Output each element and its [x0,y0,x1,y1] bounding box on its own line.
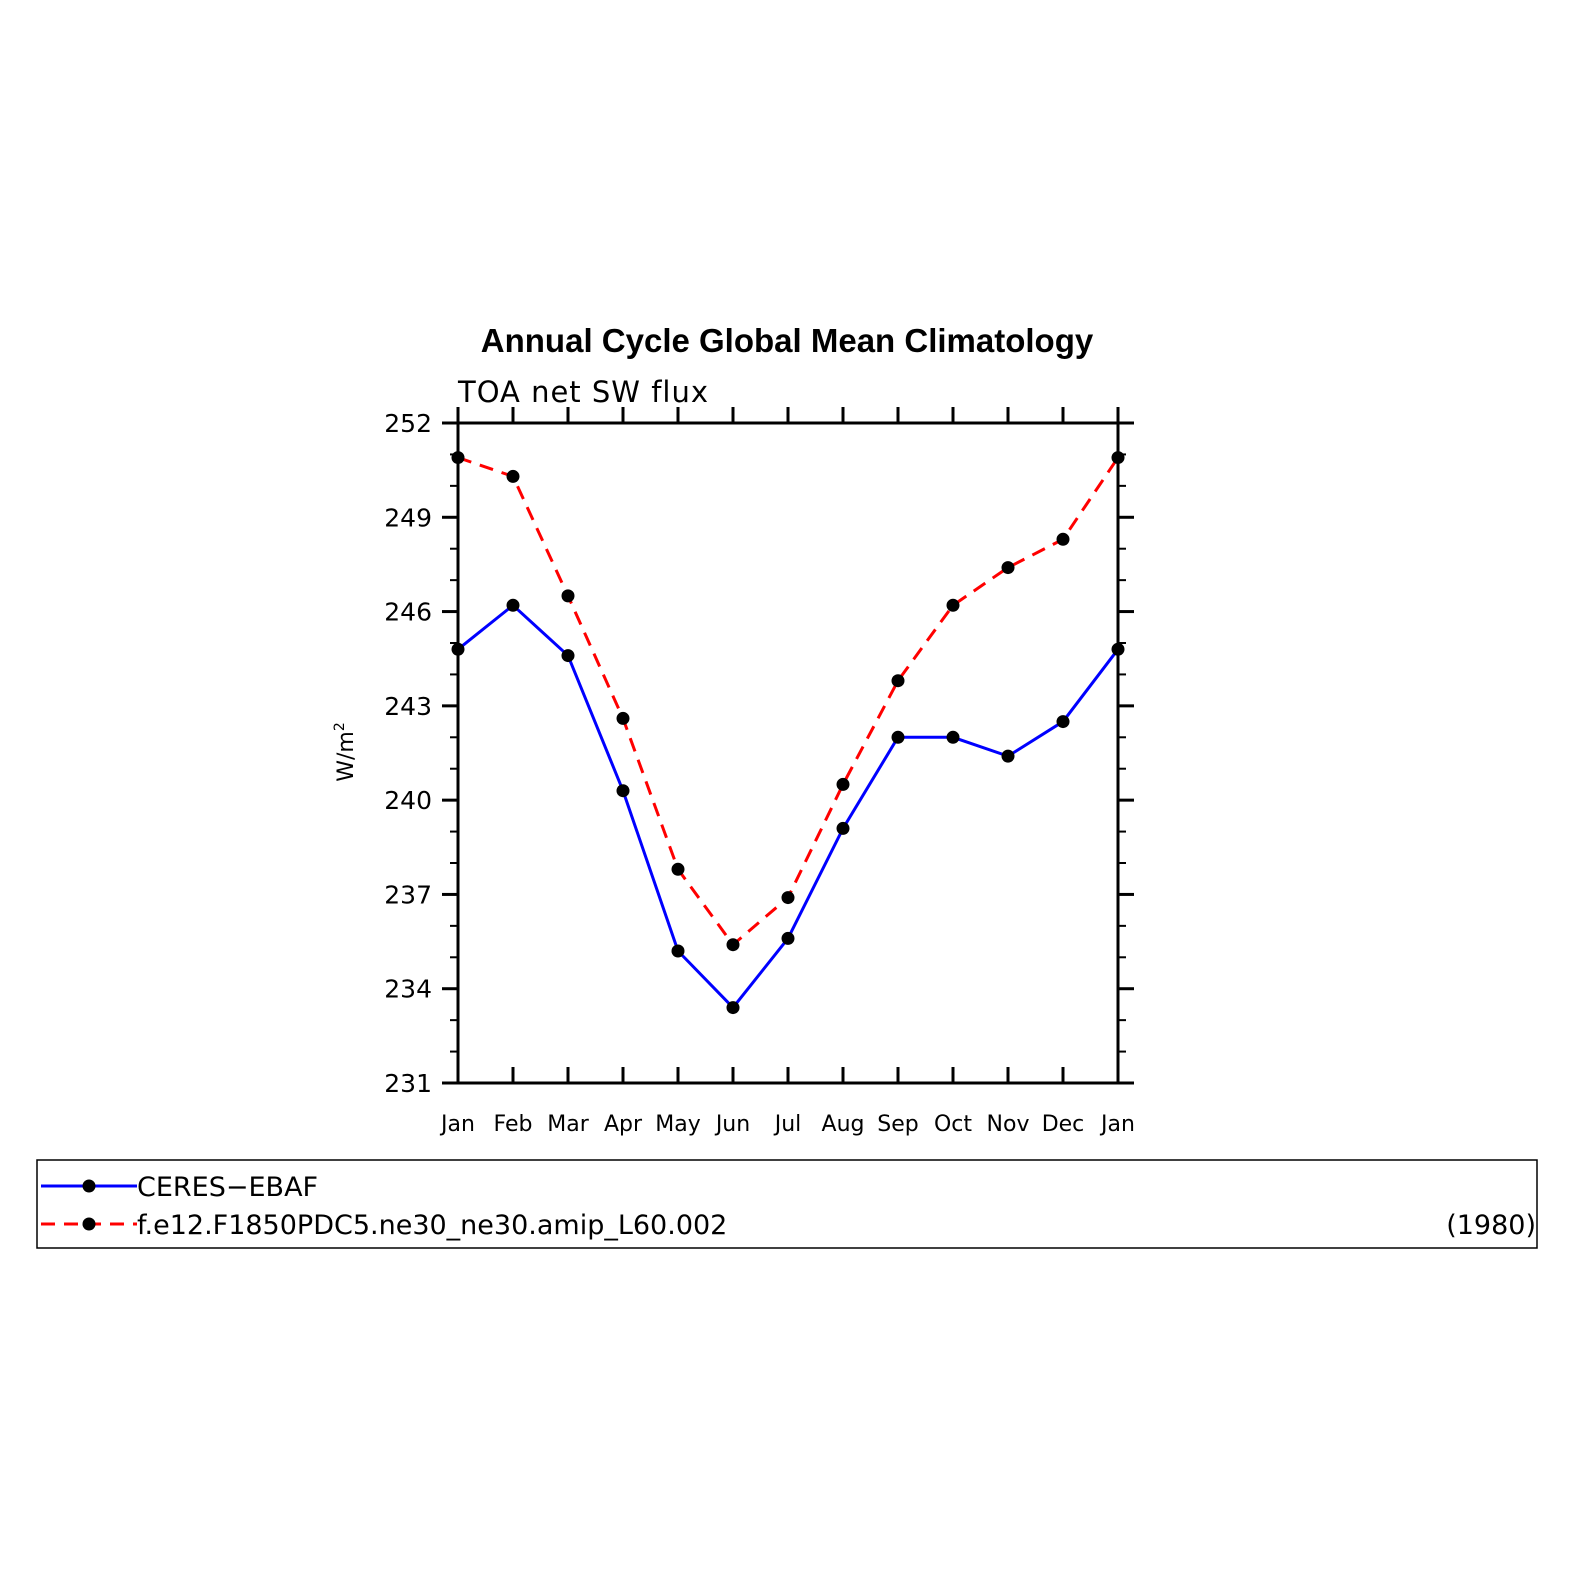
x-tick-label: Nov [987,1112,1030,1137]
y-tick-label: 243 [384,692,432,721]
x-tick-label: Jan [1099,1112,1135,1137]
series-line [457,456,1120,947]
data-point [836,821,850,835]
y-tick-labels: 252 249 246 243 240 237 234 231 [384,409,432,1098]
x-tick-label: Jun [714,1112,750,1137]
y-axis-label-group: W/m2 [332,722,359,782]
chart-title: Annual Cycle Global Mean Climatology [481,322,1094,359]
series-layer [451,451,1125,1015]
y-tick-label: 234 [384,975,432,1004]
legend-label: f.e12.F1850PDC5.ne30_ne30.amip_L60.002 [137,1210,727,1241]
data-point [1001,749,1015,763]
data-point [781,931,795,945]
x-tick-label: May [655,1112,700,1137]
data-point [671,862,685,876]
data-point [836,777,850,791]
data-point [781,891,795,905]
data-point [946,730,960,744]
svg-text:W/m2: W/m2 [332,722,359,782]
x-tick-label: Oct [934,1112,972,1137]
x-tick-label: Aug [822,1112,865,1137]
data-point [891,730,905,744]
data-point [506,598,520,612]
legend-marker [82,1217,96,1231]
legend: CERES−EBAF f.e12.F1850PDC5.ne30_ne30.amip… [41,1172,727,1241]
x-tick-label: Apr [604,1112,643,1137]
y-tick-label: 237 [384,880,432,909]
y-tick-label: 240 [384,786,432,815]
data-point [616,711,630,725]
data-point [561,649,575,663]
axis-ticks [442,407,1134,1085]
data-point [671,944,685,958]
x-tick-label: Feb [494,1112,533,1137]
y-axis-label-superscript: 2 [332,722,348,731]
y-tick-label: 249 [384,503,432,532]
y-tick-label: 252 [384,409,432,438]
data-point [1001,561,1015,575]
data-point [946,598,960,612]
x-tick-label: Jan [439,1112,475,1137]
data-point [726,1001,740,1015]
legend-marker [82,1179,96,1193]
x-tick-label: Sep [877,1112,918,1137]
plot-frame [456,421,1120,1085]
y-tick-label: 246 [384,598,432,627]
series-line [457,603,1120,1010]
data-point [561,589,575,603]
x-tick-label: Jul [773,1112,802,1137]
data-point [616,784,630,798]
y-axis-label: W/m [334,731,359,782]
legend-label: CERES−EBAF [137,1172,318,1203]
data-point [891,674,905,688]
data-point [726,938,740,952]
x-tick-label: Dec [1042,1112,1085,1137]
legend-note: (1980) [1446,1210,1536,1241]
legend-box [36,1159,1538,1249]
x-tick-labels: Jan Feb Mar Apr May Jun Jul Aug Sep Oct Nov Dec Jan [439,1112,1135,1137]
data-point [506,469,520,483]
chart-subtitle: TOA net SW flux [457,375,709,409]
data-point [1056,532,1070,546]
y-tick-label: 231 [384,1069,432,1098]
data-point [1056,715,1070,729]
x-tick-label: Mar [547,1112,589,1137]
